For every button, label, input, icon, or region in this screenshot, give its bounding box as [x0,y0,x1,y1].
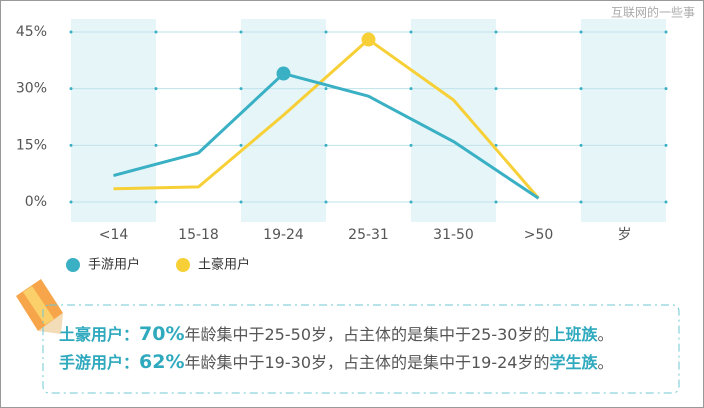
grid-dot [324,87,328,91]
y-tick-label: 15% [16,137,47,153]
x-tick-label: >50 [524,227,554,243]
grid-dot [664,30,668,34]
grid-dot [69,30,73,34]
grid-dot [494,30,498,34]
grid-dot [324,30,328,34]
grid-dot [69,143,73,147]
grid-dot [239,30,243,34]
grid-dot [409,200,413,204]
note-text: 62% [139,351,185,373]
grid-dot [494,200,498,204]
grid-dot [154,143,158,147]
grid-dot [239,143,243,147]
grid-dot [154,30,158,34]
note-text: 上班族 [549,325,598,344]
grid-dot [579,200,583,204]
grid-dot [664,143,668,147]
band [241,19,326,222]
grid-dot [409,87,413,91]
pencil-icon [16,279,63,334]
grid-dot [154,200,158,204]
note-text: 年龄集中于19-30岁，占主体的是集中于19-24岁的 [184,353,550,372]
band [411,19,496,222]
x-tick-label: 25-31 [348,227,389,243]
grid-dot [494,87,498,91]
grid-dot [664,87,668,91]
grid-dot [664,200,668,204]
plot-bg [71,19,666,222]
grid-dot [154,87,158,91]
note-line: 土豪用户：70%年龄集中于25-50岁，占主体的是集中于25-30岁的上班族。 [59,321,614,345]
peak-marker [276,66,291,81]
grid-dot [579,30,583,34]
legend-label: 手游用户 [88,257,140,273]
x-tick-label: 19-24 [263,227,304,243]
note-text: 年龄集中于25-50岁，占主体的是集中于25-30岁的 [184,325,550,344]
note-text: 土豪用户： [59,325,140,344]
legend-label: 土豪用户 [198,257,250,273]
grid-dot [324,200,328,204]
series-line [113,72,540,200]
band [71,19,156,222]
x-tick-label: 15-18 [178,227,219,243]
grid-dot [69,200,73,204]
x-unit: 岁 [618,227,632,243]
note-text: 。 [597,325,614,344]
grid-dot [69,87,73,91]
grid-dot [324,143,328,147]
y-tick-label: 45% [16,24,47,40]
grid-dot [579,143,583,147]
band [581,19,666,222]
note-box [42,304,680,394]
watermark: 互联网的一些事 [611,5,695,20]
x-tick-label: <14 [99,227,129,243]
x-tick-label: 31-50 [433,227,474,243]
note-text: 。 [597,353,614,372]
grid-dot [239,87,243,91]
y-tick-label: 30% [16,81,47,97]
series-line [113,38,540,200]
grid-dot [579,87,583,91]
y-tick-label: 0% [25,194,47,210]
grid-dot [239,200,243,204]
legend-swatch [176,258,190,272]
note-text: 手游用户： [59,353,140,372]
note-text: 学生族 [549,353,598,372]
grid-dot [409,143,413,147]
note-line: 手游用户：62%年龄集中于19-30岁，占主体的是集中于19-24岁的学生族。 [59,349,614,373]
note-text: 70% [139,323,185,345]
legend-swatch [66,258,80,272]
grid-dot [409,30,413,34]
peak-marker [361,32,376,47]
